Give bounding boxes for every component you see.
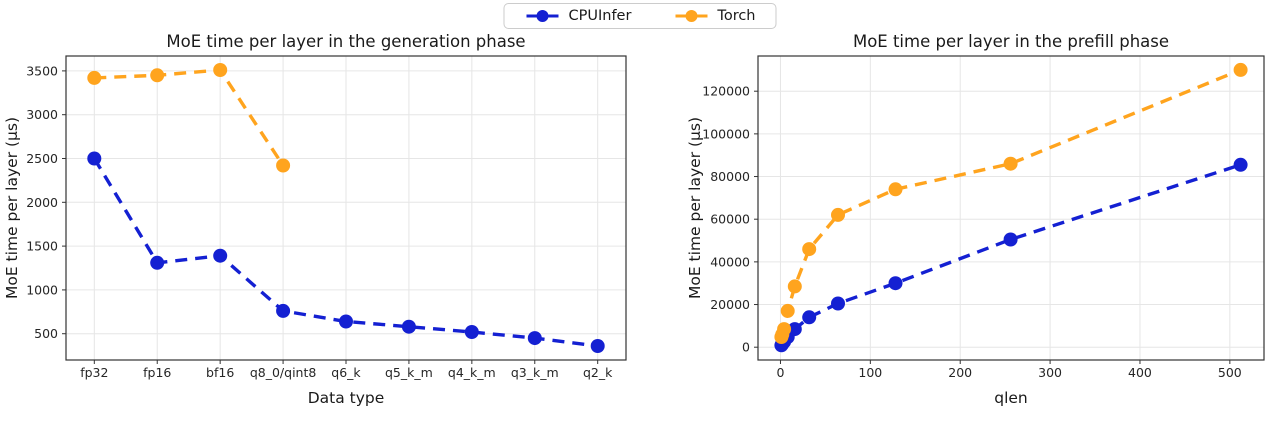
x-tick-label: q5_k_m: [385, 365, 433, 380]
y-tick-label: 500: [34, 326, 58, 341]
x-tick-label: q4_k_m: [448, 365, 496, 380]
legend-entry-torch: Torch: [673, 8, 756, 24]
y-tick-label: 3000: [26, 107, 58, 122]
data-point-cpuinfer: [590, 339, 605, 353]
x-tick-label: q2_k: [583, 365, 613, 380]
y-tick-label: 2500: [26, 151, 58, 166]
data-point-cpuinfer: [276, 303, 291, 318]
y-tick-label: 2000: [26, 195, 58, 210]
torch-line-marker-icon: [675, 10, 708, 22]
chart-title: MoE time per layer in the prefill phase: [853, 32, 1169, 51]
data-point-cpuinfer: [339, 314, 353, 329]
x-tick-label: fp16: [143, 365, 171, 380]
x-tick-label: q6_k: [331, 365, 361, 380]
y-tick-label: 80000: [710, 169, 750, 184]
x-tick-label: 400: [1128, 365, 1152, 380]
data-point-cpuinfer: [802, 310, 817, 325]
series-line-cpuinfer: [780, 163, 1242, 347]
plot-border: [757, 55, 1265, 361]
data-point-cpuinfer: [464, 325, 479, 339]
data-point-cpuinfer: [831, 296, 845, 311]
data-point-torch: [787, 279, 802, 294]
x-tick-label: q8_0/qint8: [250, 365, 317, 380]
chart-title: MoE time per layer in the generation pha…: [166, 32, 525, 51]
legend: CPUInfer Torch: [503, 3, 777, 29]
series-line-cpuinfer: [92, 157, 598, 348]
x-tick-label: fp32: [80, 365, 108, 380]
data-point-torch: [276, 158, 291, 173]
y-tick-label: 60000: [710, 212, 750, 227]
x-tick-label: q3_k_m: [511, 365, 559, 380]
data-point-torch: [802, 242, 817, 257]
data-point-cpuinfer: [1233, 157, 1248, 172]
y-tick-label: 100000: [702, 126, 750, 141]
data-point-cpuinfer: [787, 322, 802, 337]
x-tick-label: 300: [1038, 365, 1062, 380]
data-point-torch: [213, 63, 228, 77]
x-tick-label: 100: [858, 365, 882, 380]
data-point-cpuinfer: [527, 331, 542, 346]
data-point-cpuinfer: [1003, 232, 1018, 247]
data-point-torch: [888, 182, 903, 197]
data-point-torch: [780, 303, 795, 318]
data-point-torch: [150, 68, 165, 83]
prefill-phase-chart: 0 100 200 300 400 500 0 20000 40000 60000 80000 100…: [686, 32, 1265, 407]
x-axis-label: qlen: [994, 389, 1028, 407]
x-tick-label: 200: [948, 365, 972, 380]
data-point-cpuinfer: [213, 248, 228, 263]
y-tick-label: 40000: [710, 254, 750, 269]
legend-label-cpuinfer: CPUInfer: [568, 8, 632, 24]
legend-label-torch: Torch: [717, 8, 756, 24]
legend-entry-cpuinfer: CPUInfer: [524, 8, 631, 24]
data-point-cpuinfer: [401, 319, 416, 334]
generation-phase-chart: fp32 fp16 bf16 q8_0/qint8 q6_k q5_k_m q4_k_m q3…: [3, 32, 627, 407]
data-point-cpuinfer: [150, 255, 165, 270]
data-point-cpuinfer: [888, 276, 903, 291]
y-tick-label: 120000: [702, 84, 750, 99]
y-tick-label: 1500: [26, 239, 58, 254]
y-tick-label: 20000: [710, 297, 750, 312]
data-point-torch: [1003, 156, 1018, 171]
data-point-torch: [87, 70, 102, 85]
x-tick-label: 500: [1218, 365, 1242, 380]
y-tick-label: 1000: [26, 282, 58, 297]
y-axis-label: MoE time per layer (µs): [686, 117, 704, 299]
cpuinfer-line-marker-icon: [526, 10, 559, 22]
data-point-cpuinfer: [87, 151, 102, 166]
data-point-torch: [1233, 62, 1248, 77]
series-line-torch: [94, 68, 285, 167]
y-tick-label: 3500: [26, 63, 58, 78]
x-tick-label: bf16: [206, 365, 234, 380]
data-point-torch: [777, 322, 792, 337]
charts-row: fp32 fp16 bf16 q8_0/qint8 q6_k q5_k_m q4_k_m q3…: [0, 30, 1280, 422]
y-tick-label: 0: [742, 340, 750, 355]
x-axis-label: Data type: [308, 389, 385, 407]
x-tick-label: 0: [776, 365, 784, 380]
data-point-torch: [831, 207, 845, 222]
y-axis-label: MoE time per layer (µs): [3, 117, 21, 299]
series-line-torch: [779, 68, 1242, 338]
